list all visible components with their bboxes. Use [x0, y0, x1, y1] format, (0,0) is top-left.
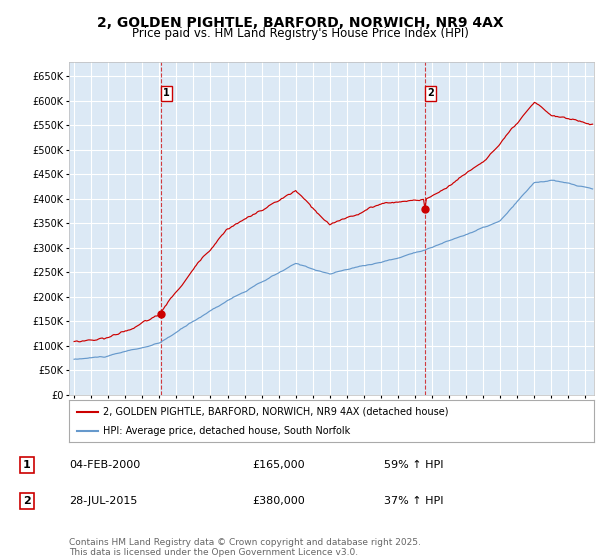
Text: HPI: Average price, detached house, South Norfolk: HPI: Average price, detached house, Sout… [103, 426, 350, 436]
Text: 2, GOLDEN PIGHTLE, BARFORD, NORWICH, NR9 4AX (detached house): 2, GOLDEN PIGHTLE, BARFORD, NORWICH, NR9… [103, 407, 449, 417]
Text: £165,000: £165,000 [252, 460, 305, 470]
Text: 2: 2 [23, 496, 31, 506]
Text: Price paid vs. HM Land Registry's House Price Index (HPI): Price paid vs. HM Land Registry's House … [131, 27, 469, 40]
Text: 59% ↑ HPI: 59% ↑ HPI [384, 460, 443, 470]
Text: 1: 1 [163, 88, 170, 98]
Text: £380,000: £380,000 [252, 496, 305, 506]
Text: 37% ↑ HPI: 37% ↑ HPI [384, 496, 443, 506]
Text: Contains HM Land Registry data © Crown copyright and database right 2025.
This d: Contains HM Land Registry data © Crown c… [69, 538, 421, 557]
Text: 04-FEB-2000: 04-FEB-2000 [69, 460, 140, 470]
Text: 2: 2 [427, 88, 434, 98]
Text: 2, GOLDEN PIGHTLE, BARFORD, NORWICH, NR9 4AX: 2, GOLDEN PIGHTLE, BARFORD, NORWICH, NR9… [97, 16, 503, 30]
Text: 28-JUL-2015: 28-JUL-2015 [69, 496, 137, 506]
Text: 1: 1 [23, 460, 31, 470]
